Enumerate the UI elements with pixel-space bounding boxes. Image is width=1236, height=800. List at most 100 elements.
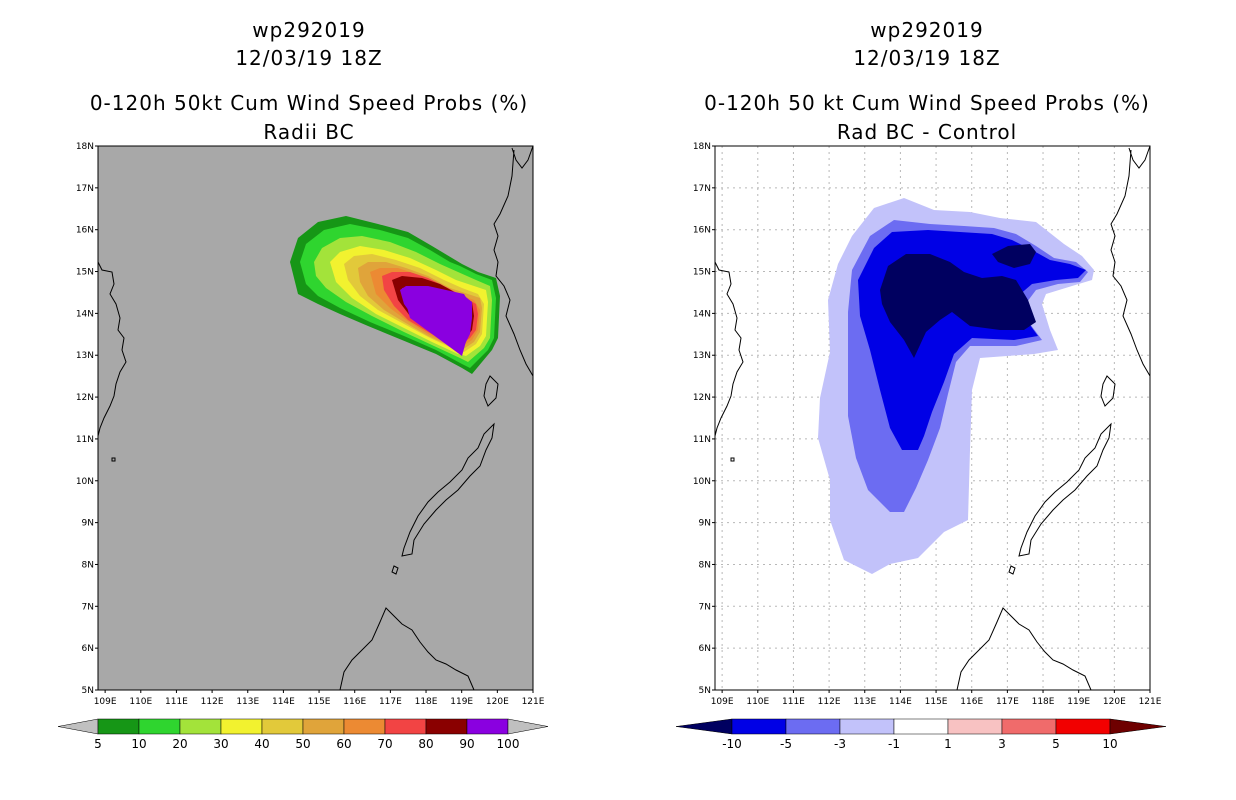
lat-label: 9N (699, 519, 711, 529)
lon-label: 117E (379, 697, 402, 707)
colorbar-label: 1 (944, 737, 952, 751)
lat-label: 12N (76, 393, 94, 403)
colorbar-box (893, 718, 949, 735)
vietnam-coast (714, 261, 744, 437)
lat-label: 12N (693, 393, 711, 403)
colorbar-box (731, 718, 787, 735)
small-island (391, 565, 399, 575)
lon-label: 110E (746, 697, 769, 707)
contour-100 (402, 286, 470, 356)
colorbar: -10 -5 -3 -1 1 3 5 10 (675, 718, 1167, 751)
lat-label: 5N (699, 686, 711, 696)
lon-label: 115E (308, 697, 331, 707)
mindoro-coast (483, 375, 499, 407)
colorbar-box (138, 718, 181, 735)
colorbar-label: 5 (94, 737, 102, 751)
lon-label: 113E (236, 697, 259, 707)
lat-label: 6N (82, 644, 94, 654)
lon-label: 109E (711, 697, 734, 707)
colorbar-label: 20 (172, 737, 187, 751)
colorbar-box (947, 718, 1003, 735)
mindoro-coast (1100, 375, 1116, 407)
lon-label: 117E (996, 697, 1019, 707)
colorbar-label: 30 (213, 737, 228, 751)
chart-title: 0-120h 50kt Cum Wind Speed Probs (%) (89, 91, 529, 115)
lon-label: 116E (343, 697, 366, 707)
colorbar-right-end (1109, 718, 1167, 735)
colorbar-box (343, 718, 386, 735)
probability-map: 5N6N7N8N9N10N11N12N13N14N15N16N17N18N109… (57, 142, 549, 751)
colorbar-box (466, 718, 509, 735)
colorbar-left-end (57, 718, 99, 735)
colorbar-box (1001, 718, 1057, 735)
colorbar-box (179, 718, 222, 735)
lat-label: 10N (693, 477, 711, 487)
lat-label: 9N (82, 519, 94, 529)
axes: 5N 6N 7N 8N 9N 10N 11N 12N 13N 14N 15N 16N 17N 18N 109… (693, 142, 1162, 707)
lat-label: 6N (699, 644, 711, 654)
lon-label: 118E (1032, 697, 1055, 707)
colorbar-label: 70 (377, 737, 392, 751)
lat-label: 8N (699, 560, 711, 570)
datetime: 12/03/19 18Z (853, 46, 1001, 70)
lat-label: 13N (76, 351, 94, 361)
lat-label: 11N (693, 435, 711, 445)
palawan-coast (401, 422, 495, 557)
probability-contours (290, 216, 500, 374)
lon-label: 120E (1103, 697, 1126, 707)
borneo-coast (339, 607, 475, 691)
colorbar-label: -3 (834, 737, 846, 751)
colorbar-label: 80 (418, 737, 433, 751)
lon-label: 112E (818, 697, 841, 707)
lon-label: 109E (94, 697, 117, 707)
lat-label: 17N (693, 184, 711, 194)
colorbar: 5 10 20 30 40 50 60 70 80 90 100 (57, 718, 549, 751)
lon-label: 118E (415, 697, 438, 707)
colorbar-box (302, 718, 345, 735)
colorbar-label: 10 (1102, 737, 1117, 751)
colorbar-label: 50 (295, 737, 310, 751)
colorbar-box (839, 718, 895, 735)
difference-map: 5N 6N 7N 8N 9N 10N 11N 12N 13N 14N 15N 16N 17N 18N 109… (675, 142, 1167, 751)
colorbar-box (220, 718, 263, 735)
lon-label: 114E (272, 697, 295, 707)
lon-label: 113E (853, 697, 876, 707)
lat-label: 16N (693, 226, 711, 236)
lat-label: 14N (693, 309, 711, 319)
lon-label: 116E (960, 697, 983, 707)
colorbar-box (425, 718, 468, 735)
lat-label: 7N (699, 602, 711, 612)
lon-label: 119E (450, 697, 473, 707)
palawan-coast (1018, 422, 1112, 557)
colorbar-label: 5 (1052, 737, 1060, 751)
storm-id: wp292019 (252, 18, 366, 42)
lon-label: 111E (782, 697, 805, 707)
map-frame (97, 145, 534, 691)
vietnam-coast (97, 261, 127, 437)
left-panel: wp292019 12/03/19 18Z 0-120h 50kt Cum Wi… (57, 18, 549, 751)
colorbar-label: 40 (254, 737, 269, 751)
colorbar-label: 10 (131, 737, 146, 751)
axes: 5N 6N 7N 8N 9N 10N 11N 12N 13N 14N 15N 16N 17N 18N 109… (76, 142, 545, 707)
lat-label: 11N (76, 435, 94, 445)
lon-label: 112E (201, 697, 224, 707)
lat-label: 10N (76, 477, 94, 487)
right-panel: wp292019 12/03/19 18Z 0-120h 50 kt Cum W… (618, 0, 1236, 800)
colorbar-box (97, 718, 140, 735)
colorbar-label: 90 (459, 737, 474, 751)
lon-label: 110E (129, 697, 152, 707)
lon-label: 115E (925, 697, 948, 707)
colorbar-label: 100 (497, 737, 520, 751)
contour-minus10 (880, 254, 1036, 358)
lat-label: 14N (76, 309, 94, 319)
lat-label: 7N (82, 602, 94, 612)
chart-subtitle: Rad BC - Control (836, 120, 1018, 144)
colorbar-label: -5 (780, 737, 792, 751)
borneo-coast (956, 607, 1092, 691)
lon-label: 121E (522, 697, 545, 707)
lat-label: 18N (76, 142, 94, 152)
colorbar-box (1055, 718, 1111, 735)
lat-label: 18N (693, 142, 711, 152)
contour-minus10-b (992, 244, 1036, 268)
luzon-coast (1110, 145, 1151, 377)
